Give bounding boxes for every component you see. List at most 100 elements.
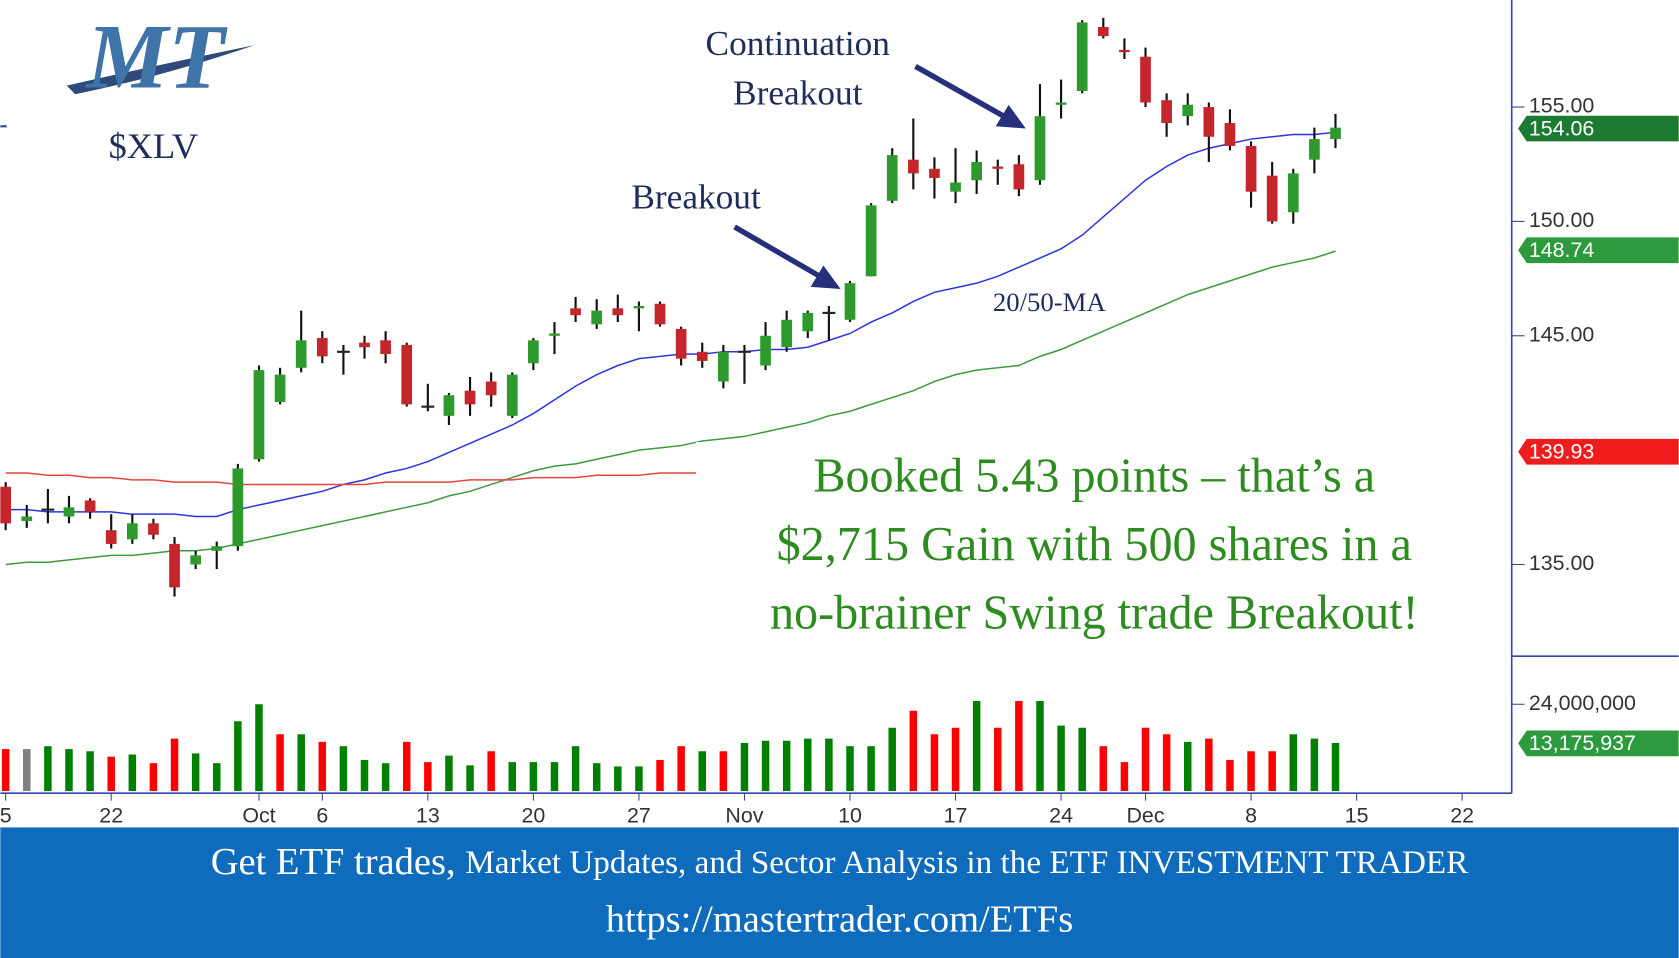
volume-bar xyxy=(1310,738,1319,792)
candle-body xyxy=(907,159,919,174)
volume-bar xyxy=(550,762,559,792)
y-tick-label: 155.00 xyxy=(1529,94,1595,118)
candle-body xyxy=(844,283,856,320)
candle-body xyxy=(865,205,877,277)
arrow xyxy=(914,64,1008,121)
volume-bar xyxy=(719,751,728,792)
footer-line: Get ETF trades, Market Updates, and Secto… xyxy=(211,841,1469,883)
candle-body xyxy=(886,155,898,201)
annotation: Breakout xyxy=(631,177,761,216)
volume-bar xyxy=(867,746,875,792)
volume-bar xyxy=(930,734,939,792)
candle-body xyxy=(126,523,138,540)
candle-body xyxy=(654,303,666,325)
volume-bar xyxy=(381,763,390,792)
candle-body xyxy=(0,486,12,524)
volume-bar xyxy=(635,766,643,792)
volume-bar xyxy=(1289,734,1298,792)
candle-body xyxy=(506,374,518,416)
arrowhead xyxy=(995,104,1026,129)
volume-bar xyxy=(1268,751,1276,792)
volume-bar xyxy=(909,710,918,792)
candle-body xyxy=(211,546,223,551)
volume-bar xyxy=(972,700,981,792)
candle-body xyxy=(633,306,645,309)
candle-body xyxy=(1034,116,1046,181)
x-tick-label: 8 xyxy=(1245,803,1257,827)
candle-body xyxy=(105,530,117,544)
candle-body xyxy=(316,338,328,357)
candle-body xyxy=(1266,175,1278,222)
axis-layer: 5 22 Oct 6 13 20 27 Nov 10 17 24 Dec 8 15 22 135.00 145.… xyxy=(0,94,1679,827)
candle-body xyxy=(717,351,729,382)
volume-bar xyxy=(508,762,517,792)
volume-bar xyxy=(761,740,770,792)
logo-swoosh xyxy=(66,44,256,95)
volume-bar xyxy=(592,763,601,792)
volume-bar xyxy=(297,734,305,792)
volume-bar xyxy=(951,727,960,792)
volume-layer xyxy=(1,700,1340,792)
volume-bar xyxy=(1331,742,1340,792)
candle-body xyxy=(992,166,1004,169)
x-tick-label: 22 xyxy=(1450,803,1474,827)
x-tick-label: 13 xyxy=(416,803,440,827)
x-tick-label: 5 xyxy=(0,803,12,827)
candle-body xyxy=(295,340,307,368)
candle-body xyxy=(464,390,476,405)
volume-bar xyxy=(466,765,474,792)
moving-average xyxy=(5,131,1336,518)
annotation: Breakout xyxy=(733,73,863,112)
arrow xyxy=(733,224,823,280)
volume-bar xyxy=(1205,738,1213,792)
volume-bar xyxy=(1036,700,1044,792)
logo-text: MT xyxy=(84,5,228,107)
candle-body xyxy=(148,523,159,535)
badge-label: 154.06 xyxy=(1529,116,1594,140)
volume-bar xyxy=(740,742,749,792)
candle-body xyxy=(1013,164,1025,190)
arrows xyxy=(733,64,1026,290)
x-tick-label: 6 xyxy=(316,803,328,827)
candle-body xyxy=(380,340,391,355)
candle-body xyxy=(781,319,793,348)
candle-body xyxy=(760,335,771,366)
candle-body xyxy=(190,555,201,565)
x-tick-label: 24 xyxy=(1049,803,1073,827)
candle-body xyxy=(1161,100,1172,124)
candle-body xyxy=(612,308,624,316)
candle-body xyxy=(21,516,33,522)
price-badge xyxy=(1518,438,1679,465)
badge-label: 148.74 xyxy=(1529,238,1595,262)
x-tick-label: 22 xyxy=(99,803,123,827)
candle-body xyxy=(1203,107,1215,137)
candle-body xyxy=(359,342,370,348)
volume-bar xyxy=(656,759,664,792)
candle-body xyxy=(1224,123,1236,146)
candle-body xyxy=(1119,49,1130,53)
volume-bar xyxy=(86,751,94,792)
candle-body xyxy=(232,468,244,547)
candle-body xyxy=(1309,139,1320,160)
volume-bar xyxy=(994,727,1002,792)
footer-url[interactable]: https://mastertrader.com/ETFs xyxy=(606,899,1073,941)
ticker: $XLV xyxy=(109,126,199,166)
candle-body xyxy=(63,507,75,517)
volume-bar xyxy=(529,762,538,792)
volume-bar xyxy=(44,746,52,792)
footer-text: Market Updates, and Sector Analysis in t… xyxy=(465,843,1469,880)
volume-bar xyxy=(170,738,179,792)
volume-bar xyxy=(1,749,10,792)
volume-bar xyxy=(234,721,242,792)
volume-bar xyxy=(1141,727,1150,792)
volume-bar xyxy=(1120,762,1129,792)
price-badge xyxy=(1518,237,1679,264)
candle-body xyxy=(443,395,455,416)
candle-body xyxy=(1076,22,1088,92)
text-backdrop xyxy=(696,442,1510,653)
volume-bar xyxy=(804,738,812,792)
candle-body xyxy=(169,543,180,588)
moving-average xyxy=(5,250,1336,566)
result-text: no-brainer Swing trade Breakout! xyxy=(770,587,1419,640)
